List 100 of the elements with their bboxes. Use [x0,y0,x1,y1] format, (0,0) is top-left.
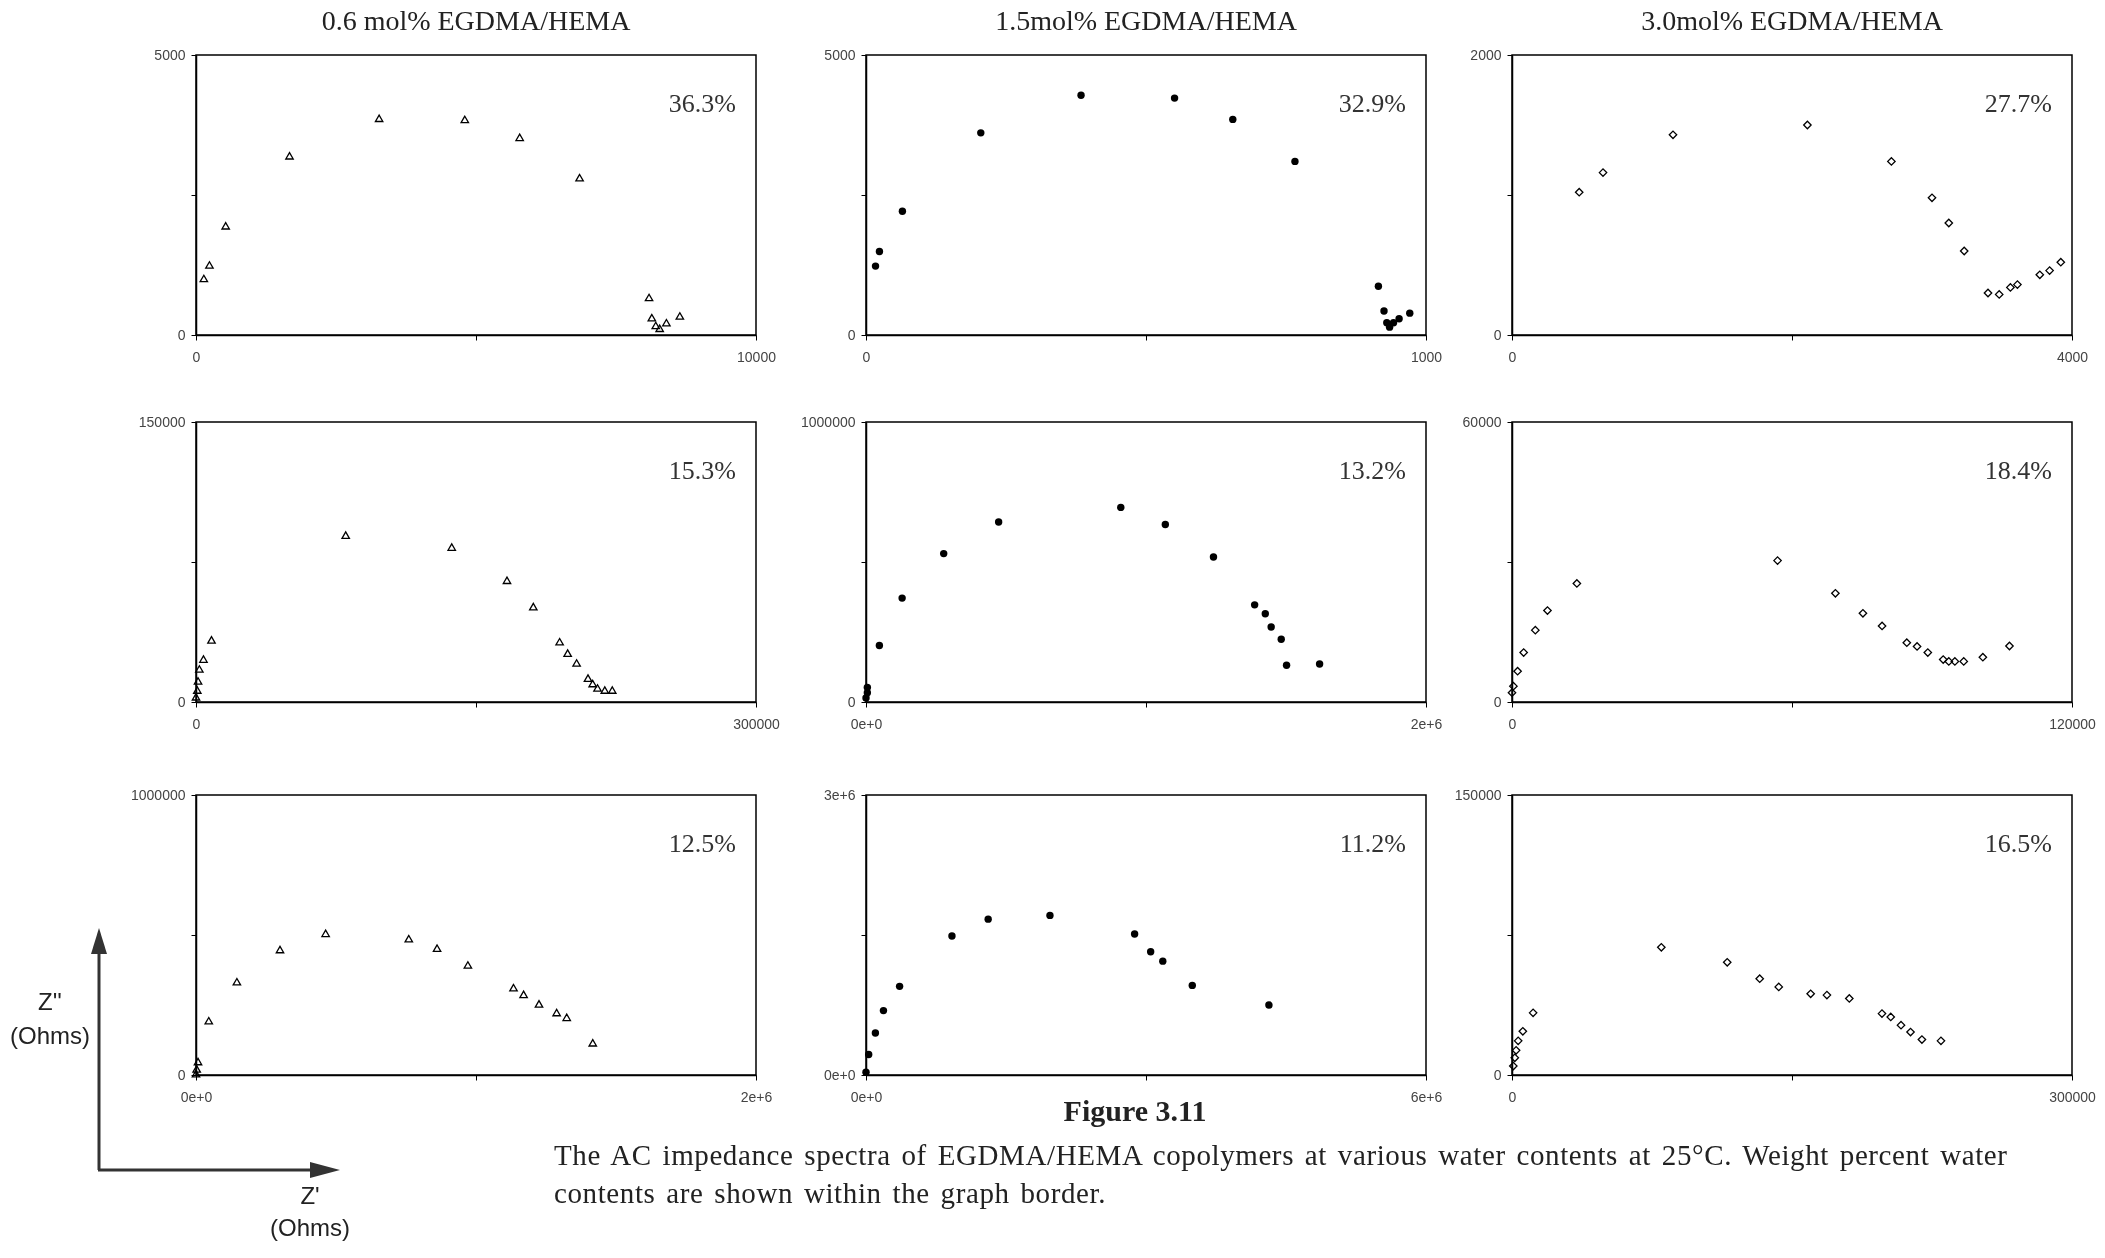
point [562,1013,572,1022]
annotation: 15.3% [668,456,736,485]
y-tick-label: 0 [1493,326,1502,343]
point [1077,91,1085,100]
point [898,207,907,215]
point [1513,666,1522,676]
x-tick-label: 300000 [2049,1088,2097,1105]
point [1291,157,1299,166]
point [1773,556,1782,565]
x-tick-label: 120000 [2049,715,2097,732]
point [447,543,457,551]
point [1959,657,1969,666]
point [1513,1036,1523,1046]
point [1923,648,1933,657]
point [2035,270,2045,280]
point [1806,989,1816,999]
text: The AC impedance spectra of EGDMA/HEMA copolymers at various water contents at 25°C. Weight percent water contents are shown within the graph border. [554,1138,2009,1211]
point [1858,608,1868,618]
y-tick-label: 60000 [1462,413,1502,430]
point [1906,1027,1915,1037]
x-tick-label: 0 [862,348,871,365]
point [460,115,470,124]
point [583,674,593,682]
annotation: 16.5% [1984,829,2052,858]
annotation: 32.9% [1338,89,1406,118]
point [2006,283,2015,292]
point [1277,635,1285,643]
chart-title: 3.0mol% EGDMA/HEMA [1641,5,1944,36]
point [1944,657,1954,666]
point [1994,290,2004,299]
point [655,324,665,333]
x-tick-label: 300000 [733,715,781,732]
point [644,293,654,302]
annotation: 12.5% [668,829,736,858]
annotation: 27.7% [1984,89,2052,118]
point [871,1029,880,1037]
point [1755,974,1765,984]
point [600,686,610,694]
point [1188,981,1196,990]
point [1395,315,1403,323]
y-tick-label: 1000000 [800,413,856,430]
point [1572,579,1582,588]
y-tick-label: 1000000 [130,786,186,803]
x-axis-title: Z' (Ohms) [269,1181,351,1243]
point [1877,1009,1887,1018]
point [204,1016,214,1025]
chart-title: 1.5mol% EGDMA/HEMA [995,5,1298,36]
y-tick-label: 150000 [138,413,186,430]
point [207,635,216,644]
point [1229,115,1237,124]
y-tick-label: 0 [177,693,186,710]
point [1282,661,1291,670]
point [1046,911,1054,920]
point [875,641,884,650]
point [374,114,384,123]
point [647,313,657,322]
point [1250,601,1259,609]
point [575,173,584,182]
point [1130,930,1139,938]
point [1507,688,1517,698]
point [555,637,564,646]
point [1944,218,1954,228]
point [519,990,528,999]
point [1822,990,1832,1000]
point [588,1038,598,1047]
point [1722,957,1732,967]
y-tick-label: 0 [1493,693,1502,710]
y-tick-label: 150000 [1454,786,1502,803]
point [1528,1008,1538,1018]
point [509,983,518,992]
point [895,982,904,991]
point [199,655,208,663]
x-tick-label: 0 [1508,1088,1517,1105]
point [2005,641,2014,651]
point [1543,606,1552,615]
point [607,686,617,694]
point [977,129,985,137]
point [1886,1012,1896,1022]
point [871,262,880,270]
x-tick-label: 0 [1508,715,1517,732]
point [1170,94,1179,102]
point [1574,187,1584,197]
point [528,602,538,611]
point [1159,957,1167,965]
point [2056,257,2066,267]
point [463,961,473,969]
point [192,686,202,694]
point [275,945,285,954]
point [285,151,294,160]
annotation: 11.2% [1339,829,1406,858]
x-tick-label: 6e+6 [1410,1088,1443,1105]
point [875,247,884,256]
point [1803,120,1812,130]
point [593,684,602,692]
point [321,929,330,938]
y-tick-label: 3e+6 [823,786,856,803]
y-tick-label: 0 [177,1066,186,1083]
point [432,944,442,953]
annotation: 13.2% [1338,456,1406,485]
point [1887,157,1896,166]
